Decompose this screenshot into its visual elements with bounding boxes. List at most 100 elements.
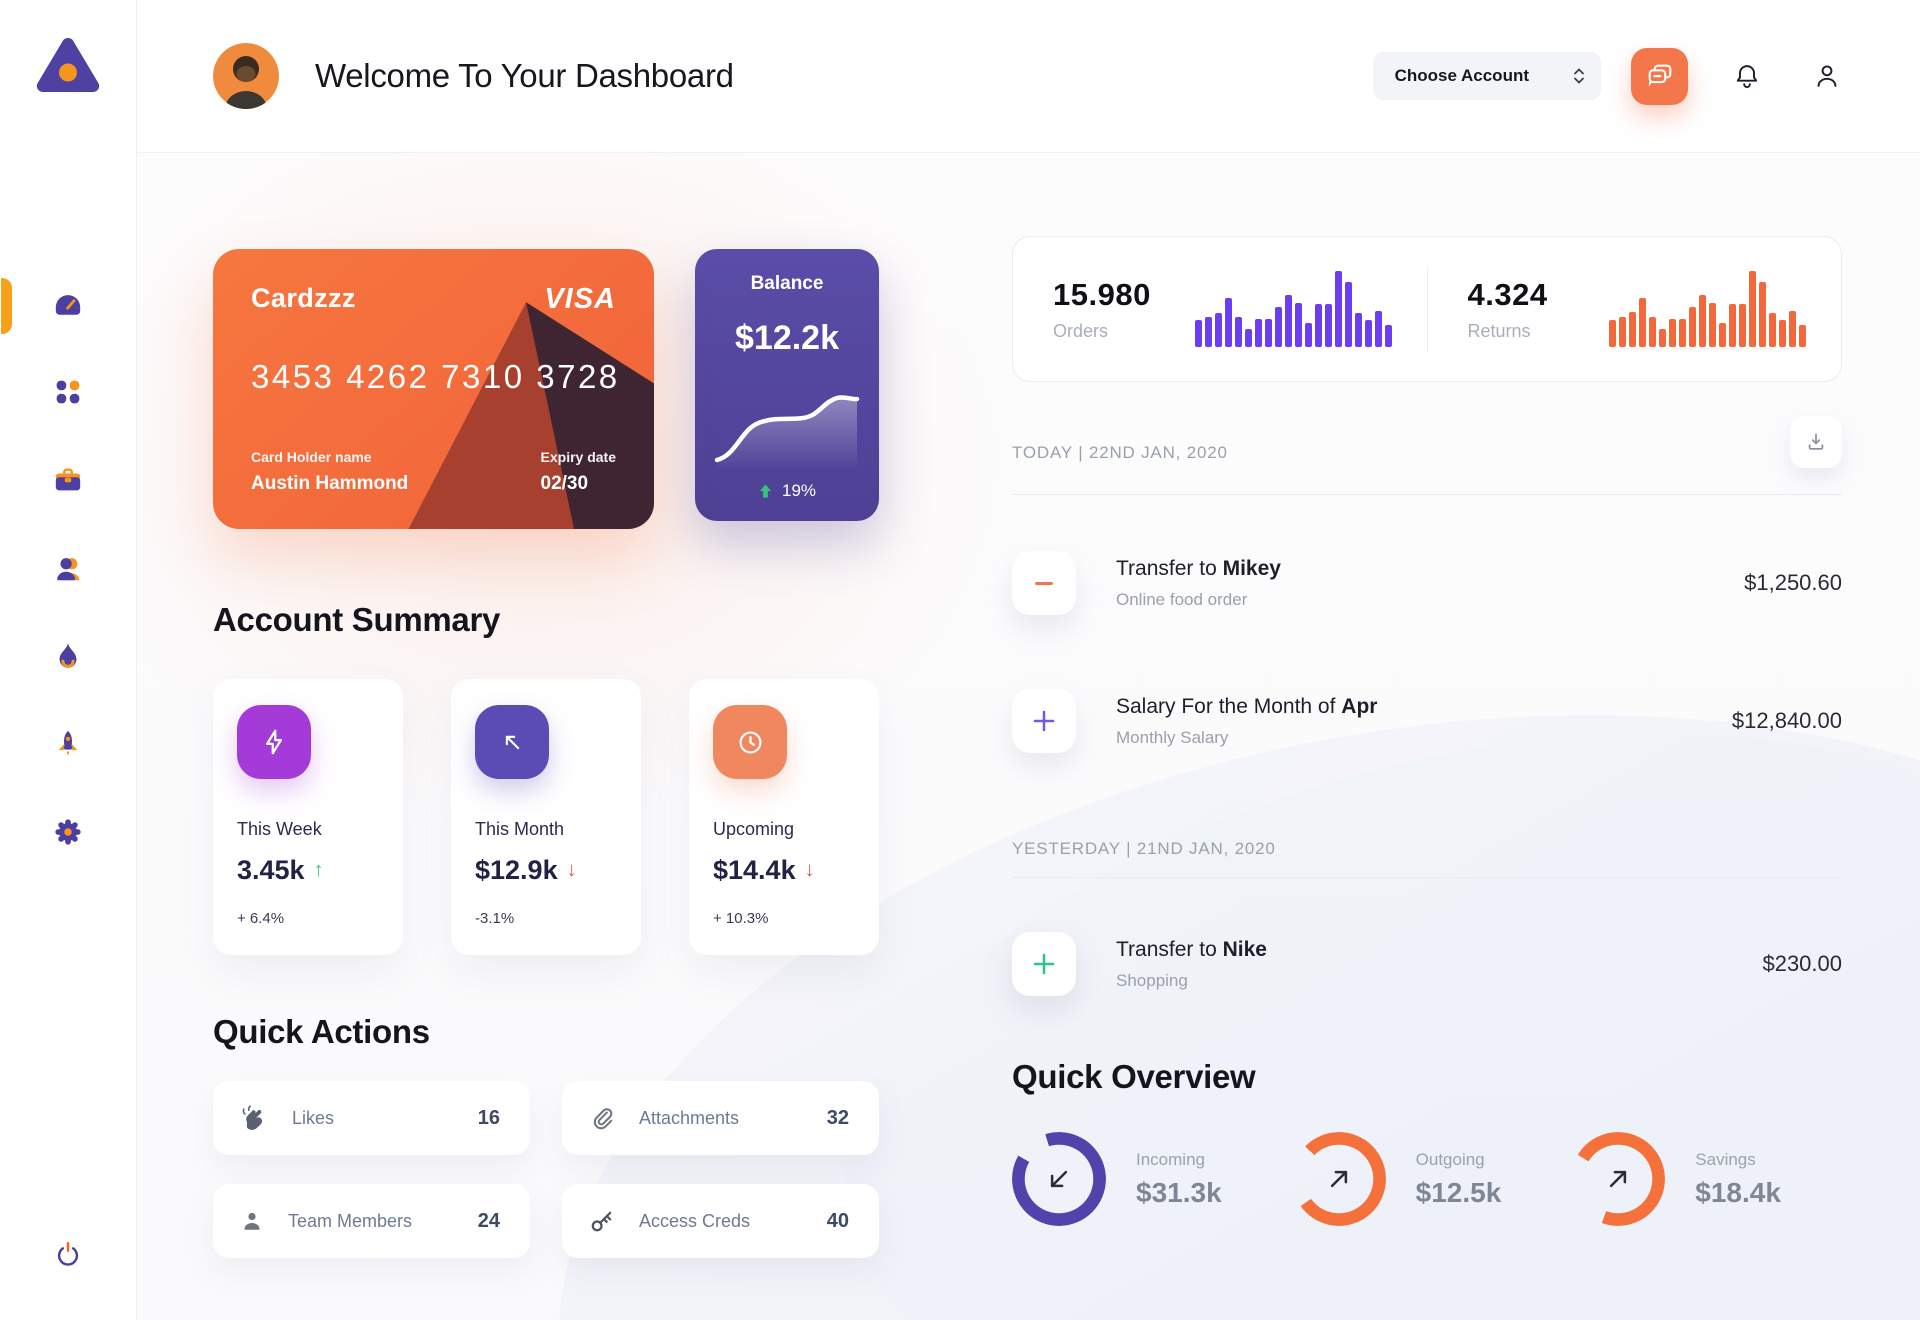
transaction-amount: $230.00 — [1762, 951, 1842, 976]
quick-action-access-creds[interactable]: Access Creds 40 — [562, 1184, 879, 1258]
transaction-title: Transfer to Nike — [1116, 937, 1267, 961]
quick-actions-title: Quick Actions — [213, 1013, 430, 1050]
summary-delta: + 10.3% — [713, 910, 769, 927]
transaction-title: Salary For the Month of Apr — [1116, 694, 1378, 718]
summary-card-upcoming: Upcoming $14.4k ↓ + 10.3% — [689, 679, 879, 955]
card-name: Cardzzz — [251, 283, 356, 313]
sidebar-item-dashboard[interactable] — [1, 278, 84, 334]
quick-actions-grid: Likes 16 Attachments 32 Team Members — [213, 1081, 879, 1258]
chat-icon — [1648, 64, 1671, 87]
plus-icon — [1033, 710, 1055, 732]
sidebar-nav — [1, 278, 84, 848]
summary-delta: + 6.4% — [237, 910, 285, 927]
quick-action-count: 16 — [477, 1106, 500, 1129]
quick-action-team-members[interactable]: Team Members 24 — [213, 1184, 530, 1258]
person-icon — [1817, 65, 1837, 87]
minus-icon — [1035, 581, 1053, 585]
summary-value: 3.45k — [237, 855, 305, 885]
clock-icon — [739, 731, 761, 753]
account-summary-title: Account Summary — [213, 601, 501, 638]
quick-action-count: 40 — [826, 1209, 849, 1232]
transaction-subtitle: Shopping — [1116, 970, 1188, 990]
quick-action-label: Access Creds — [639, 1210, 751, 1231]
balance-label: Balance — [750, 273, 824, 294]
overview-value: $12.5k — [1415, 1176, 1502, 1208]
sidebar-item-launch[interactable] — [52, 728, 84, 760]
triangle-logo-icon — [36, 37, 100, 93]
overview-label: Savings — [1695, 1149, 1756, 1169]
overview-outgoing: Outgoing $12.5k — [1291, 1132, 1502, 1226]
card-expiry-label: Expiry date — [540, 449, 616, 465]
balance-trend-chart — [714, 395, 860, 470]
quick-action-attachments[interactable]: Attachments 32 — [562, 1081, 879, 1155]
download-button[interactable] — [1790, 416, 1842, 468]
card-holder-name: Austin Hammond — [251, 473, 409, 494]
plus-icon — [1033, 953, 1055, 975]
key-icon — [591, 1211, 612, 1232]
quick-action-label: Attachments — [639, 1107, 740, 1128]
arrow-up-right-icon — [1610, 1170, 1627, 1188]
lightning-icon — [266, 729, 282, 755]
select-chevrons-icon — [1574, 68, 1584, 84]
returns-mini-bar-chart — [1609, 271, 1809, 347]
overview-rings: Incoming $31.3k Outgoing — [1012, 1132, 1842, 1226]
arrow-down-icon: ↓ — [804, 859, 815, 881]
rocket-icon — [58, 730, 78, 756]
orders-value: 15.980 — [1053, 276, 1151, 312]
quick-action-count: 32 — [826, 1106, 849, 1129]
summary-card-this-month: This Month $12.9k ↓ -3.1% — [451, 679, 641, 955]
quick-overview-title: Quick Overview — [1012, 1058, 1256, 1095]
divider — [1012, 877, 1842, 878]
settings-gear-icon — [55, 819, 81, 845]
transaction-amount: $1,250.60 — [1744, 570, 1842, 595]
card-expiry-value: 02/30 — [540, 473, 589, 494]
card-number: 3453 4262 7310 3728 — [251, 358, 620, 395]
users-icon — [57, 558, 80, 581]
transaction-subtitle: Monthly Salary — [1116, 727, 1229, 747]
orders-stat: 15.980 Orders — [1013, 271, 1427, 347]
logout-button[interactable] — [52, 1238, 84, 1270]
summary-delta: -3.1% — [475, 910, 515, 927]
returns-value: 4.324 — [1467, 276, 1548, 312]
today-date-header: TODAY | 22ND JAN, 2020 — [1012, 443, 1228, 462]
summary-value: $14.4k — [713, 855, 796, 885]
credit-card: Cardzzz VISA 3453 4262 7310 3728 Card Ho… — [213, 249, 654, 529]
transaction-title: Transfer to Mikey — [1116, 556, 1281, 580]
transaction-row[interactable]: Transfer to Mikey Online food order $1,2… — [1012, 551, 1842, 615]
arrow-up-right-icon — [1330, 1170, 1347, 1188]
sidebar-item-apps[interactable] — [52, 376, 84, 408]
transaction-row[interactable]: Transfer to Nike Shopping $230.00 — [1012, 932, 1842, 996]
profile-button[interactable] — [1812, 61, 1842, 91]
sidebar-item-activity[interactable] — [52, 640, 84, 672]
account-select[interactable]: Choose Account — [1372, 52, 1601, 100]
power-icon — [57, 1242, 79, 1266]
balance-change: 19% — [781, 481, 817, 500]
transaction-amount: $12,840.00 — [1731, 708, 1842, 733]
summary-value: $12.9k — [475, 855, 558, 885]
notifications-button[interactable] — [1732, 61, 1762, 91]
summary-label: This Month — [475, 819, 565, 839]
quick-action-label: Team Members — [288, 1210, 413, 1231]
avatar-photo — [213, 43, 279, 109]
apps-grid-icon — [56, 380, 80, 404]
overview-value: $31.3k — [1136, 1176, 1222, 1208]
sidebar-item-users[interactable] — [52, 552, 84, 584]
user-avatar — [213, 43, 279, 109]
sidebar-item-portfolio[interactable] — [52, 464, 84, 496]
quick-action-likes[interactable]: Likes 16 — [213, 1081, 530, 1155]
arrow-up-icon: ↑ — [313, 859, 324, 881]
yesterday-date-header: YESTERDAY | 21ND JAN, 2020 — [1012, 839, 1276, 858]
paperclip-icon — [593, 1108, 613, 1130]
transaction-row[interactable]: Salary For the Month of Apr Monthly Sala… — [1012, 689, 1842, 753]
chat-button[interactable] — [1631, 47, 1688, 105]
sidebar-item-settings[interactable] — [52, 816, 84, 848]
trend-up-icon — [759, 484, 772, 498]
returns-label: Returns — [1467, 320, 1531, 341]
right-column: 15.980 Orders 4.324 Returns TODAY | 22ND… — [1012, 236, 1842, 1258]
arrow-up-left-icon — [505, 735, 519, 749]
download-icon — [1808, 433, 1824, 450]
arrow-down-icon: ↓ — [566, 859, 577, 881]
overview-value: $18.4k — [1695, 1176, 1781, 1208]
overview-incoming: Incoming $31.3k — [1012, 1132, 1222, 1226]
returns-stat: 4.324 Returns — [1428, 271, 1842, 347]
